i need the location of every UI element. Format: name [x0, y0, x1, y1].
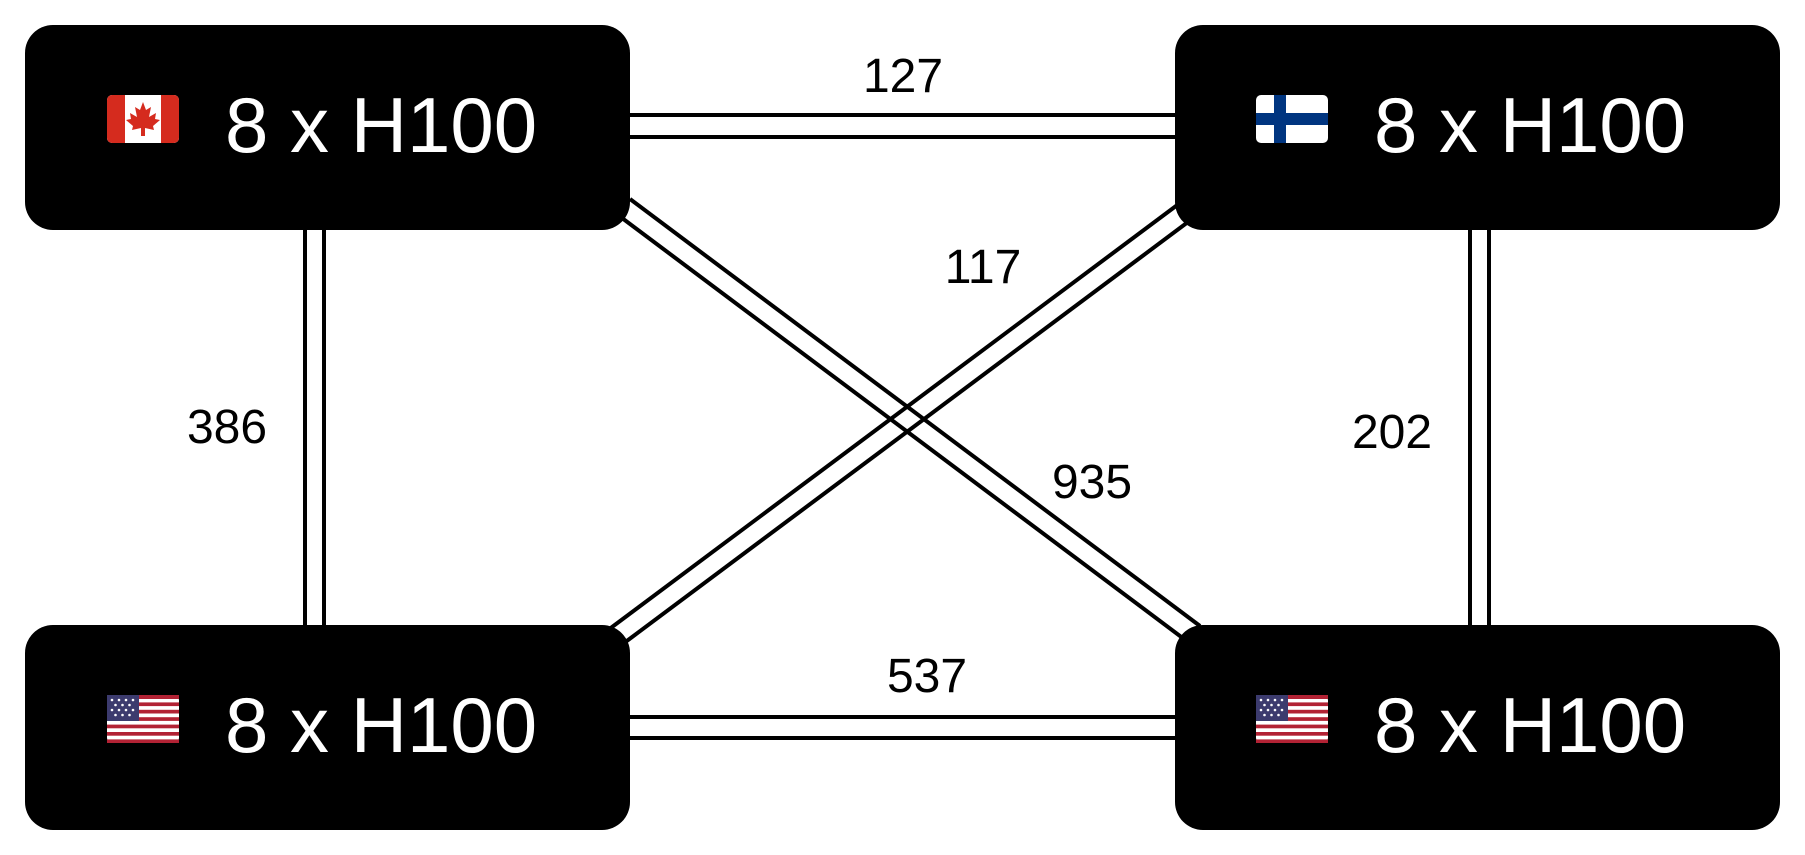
- node-top-left: 8 x H100: [25, 25, 630, 230]
- link-top: [620, 113, 1180, 139]
- node-bottom-right: 8 x H100: [1175, 625, 1780, 830]
- link-label-left: 386: [187, 401, 267, 454]
- node-label: 8 x H100: [225, 81, 537, 169]
- link-label-right: 202: [1352, 406, 1432, 459]
- usa-flag-icon: [1256, 695, 1328, 743]
- node-label: 8 x H100: [225, 681, 537, 769]
- canada-flag-icon: [107, 95, 179, 143]
- node-label: 8 x H100: [1374, 81, 1686, 169]
- link-right: [1468, 225, 1491, 630]
- node-bottom-left: 8 x H100: [25, 625, 630, 830]
- node-top-right: 8 x H100: [1175, 25, 1780, 230]
- link-label-diagonal-tl-br: 935: [1052, 456, 1132, 509]
- link-label-bottom: 537: [887, 650, 967, 703]
- link-diagonal-tl-br: [616, 197, 1202, 644]
- link-label-top: 127: [863, 50, 943, 103]
- usa-flag-icon: [107, 695, 179, 743]
- link-label-diagonal-tr-bl: 117: [945, 241, 1022, 294]
- link-bottom: [620, 715, 1180, 740]
- node-label: 8 x H100: [1374, 681, 1686, 769]
- finland-flag-icon: [1256, 95, 1328, 143]
- link-left: [303, 225, 326, 630]
